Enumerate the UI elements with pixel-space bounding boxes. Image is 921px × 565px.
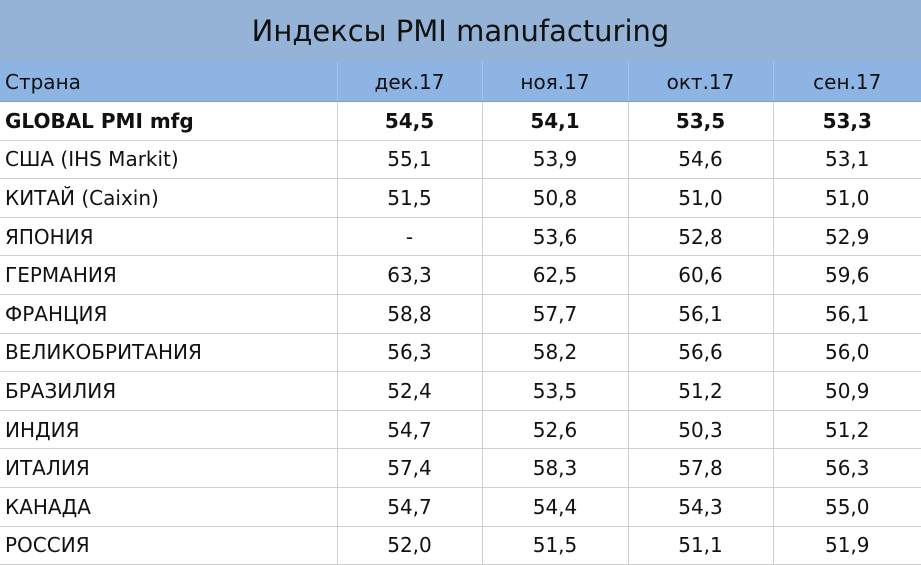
country-cell: ВЕЛИКОБРИТАНИЯ [0, 333, 337, 373]
table-row: GLOBAL PMI mfg 54,5 54,1 53,5 53,3 [0, 101, 921, 141]
value-cell: 56,6 [627, 333, 773, 373]
table-row: ИТАЛИЯ 57,4 58,3 57,8 56,3 [0, 448, 921, 488]
header-row: Страна дек.17 ноя.17 окт.17 сен.17 [0, 62, 921, 102]
value-cell: 50,9 [772, 371, 921, 411]
country-cell: GLOBAL PMI mfg [0, 101, 337, 141]
column-header: окт.17 [627, 62, 773, 102]
value-cell: 51,1 [627, 526, 773, 565]
value-cell: 62,5 [481, 255, 628, 295]
country-cell: КАНАДА [0, 487, 337, 527]
value-cell: 50,8 [481, 178, 628, 218]
value-cell: 56,3 [772, 448, 921, 488]
value-cell: 53,9 [481, 140, 628, 180]
value-cell: 51,2 [627, 371, 773, 411]
value-cell: 54,3 [627, 487, 773, 527]
value-cell: 52,8 [627, 217, 773, 257]
table-row: ФРАНЦИЯ 58,8 57,7 56,1 56,1 [0, 294, 921, 334]
table-title: Индексы PMI manufacturing [0, 0, 921, 62]
country-cell: ГЕРМАНИЯ [0, 255, 337, 295]
table-row: КИТАЙ (Caixin) 51,5 50,8 51,0 51,0 [0, 178, 921, 218]
value-cell: 63,3 [336, 255, 482, 295]
value-cell: 51,5 [481, 526, 628, 565]
value-cell: 53,3 [772, 101, 921, 141]
value-cell: 56,3 [336, 333, 482, 373]
table-header: Страна дек.17 ноя.17 окт.17 сен.17 [0, 62, 921, 102]
value-cell: 52,6 [481, 410, 628, 450]
value-cell: 55,1 [336, 140, 482, 180]
value-cell: 51,5 [336, 178, 482, 218]
table-body: GLOBAL PMI mfg 54,5 54,1 53,5 53,3 США (IHS M… [0, 101, 921, 565]
column-header: ноя.17 [481, 62, 628, 102]
pmi-table: Страна дек.17 ноя.17 окт.17 сен.17 GLOBAL PM… [0, 62, 921, 565]
value-cell: 53,1 [772, 140, 921, 180]
country-cell: ЯПОНИЯ [0, 217, 337, 257]
value-cell: 56,1 [772, 294, 921, 334]
value-cell: 51,2 [772, 410, 921, 450]
value-cell: 53,6 [481, 217, 628, 257]
value-cell: 57,4 [336, 448, 482, 488]
value-cell: 52,4 [336, 371, 482, 411]
value-cell: 51,9 [772, 526, 921, 565]
country-cell: ИНДИЯ [0, 410, 337, 450]
value-cell: - [336, 217, 482, 257]
value-cell: 55,0 [772, 487, 921, 527]
table-row: КАНАДА 54,7 54,4 54,3 55,0 [0, 487, 921, 527]
value-cell: 54,4 [481, 487, 628, 527]
table-row: ЯПОНИЯ -53,6 52,8 52,9 [0, 217, 921, 257]
country-cell: ФРАНЦИЯ [0, 294, 337, 334]
table-row: БРАЗИЛИЯ 52,4 53,5 51,2 50,9 [0, 371, 921, 411]
table-row: ВЕЛИКОБРИТАНИЯ 56,3 58,2 56,6 56,0 [0, 333, 921, 373]
table-row: США (IHS Markit) 55,1 53,9 54,6 53,1 [0, 140, 921, 180]
country-cell: США (IHS Markit) [0, 140, 337, 180]
value-cell: 58,3 [481, 448, 628, 488]
value-cell: 56,1 [627, 294, 773, 334]
country-cell: РОССИЯ [0, 526, 337, 565]
table-row: РОССИЯ 52,0 51,5 51,1 51,9 [0, 526, 921, 565]
value-cell: 53,5 [627, 101, 773, 141]
column-header: Страна [0, 62, 337, 102]
value-cell: 51,0 [772, 178, 921, 218]
value-cell: 54,6 [627, 140, 773, 180]
value-cell: 51,0 [627, 178, 773, 218]
value-cell: 58,2 [481, 333, 628, 373]
country-cell: ИТАЛИЯ [0, 448, 337, 488]
value-cell: 54,7 [336, 410, 482, 450]
country-cell: БРАЗИЛИЯ [0, 371, 337, 411]
value-cell: 57,7 [481, 294, 628, 334]
value-cell: 56,0 [772, 333, 921, 373]
column-header: дек.17 [336, 62, 482, 102]
value-cell: 52,9 [772, 217, 921, 257]
value-cell: 60,6 [627, 255, 773, 295]
value-cell: 59,6 [772, 255, 921, 295]
column-header: сен.17 [772, 62, 921, 102]
value-cell: 52,0 [336, 526, 482, 565]
value-cell: 54,5 [336, 101, 482, 141]
table-row: ГЕРМАНИЯ 63,3 62,5 60,6 59,6 [0, 255, 921, 295]
value-cell: 54,1 [481, 101, 628, 141]
value-cell: 58,8 [336, 294, 482, 334]
value-cell: 53,5 [481, 371, 628, 411]
table-row: ИНДИЯ 54,7 52,6 50,3 51,2 [0, 410, 921, 450]
value-cell: 57,8 [627, 448, 773, 488]
value-cell: 54,7 [336, 487, 482, 527]
country-cell: КИТАЙ (Caixin) [0, 178, 337, 218]
value-cell: 50,3 [627, 410, 773, 450]
